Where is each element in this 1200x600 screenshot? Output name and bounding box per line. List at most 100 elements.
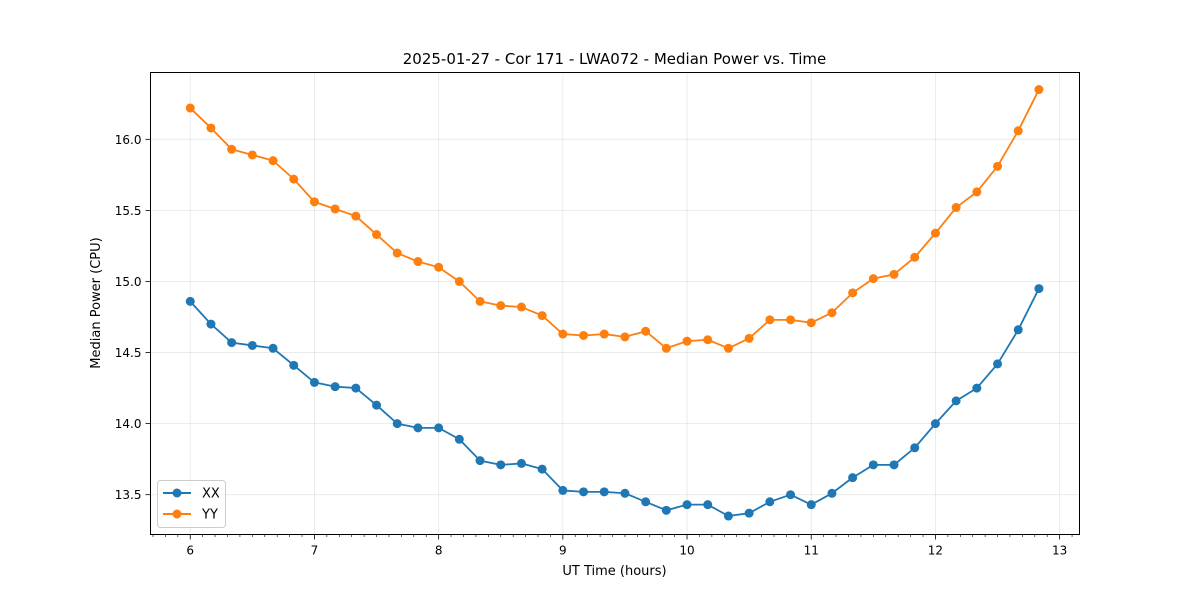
data-point-yy [227, 144, 237, 154]
x-tick-label: 6 [186, 544, 194, 558]
y-tick-label: 14.0 [115, 417, 142, 431]
data-point-xx [703, 500, 713, 510]
data-point-xx [786, 490, 796, 500]
data-point-xx [910, 443, 920, 453]
data-point-xx [848, 473, 858, 483]
data-point-xx [413, 423, 423, 433]
x-tick-label: 11 [804, 544, 819, 558]
data-point-xx [372, 400, 382, 410]
x-tick-label: 7 [311, 544, 319, 558]
axes: 6 7 8 9 10 11 12 13 13.5 14.0 14.5 15.0 15.5 16.0 [115, 133, 1073, 558]
data-point-yy [309, 197, 319, 207]
chart-title: 2025-01-27 - Cor 171 - LWA072 - Median P… [403, 50, 827, 68]
y-axis-label: Median Power (CPU) [89, 237, 104, 368]
data-point-yy [972, 187, 982, 197]
data-point-yy [889, 269, 899, 279]
data-point-xx [392, 419, 402, 429]
data-point-yy [661, 343, 671, 353]
data-point-xx [475, 456, 485, 466]
data-point-yy [827, 308, 837, 318]
data-point-yy [1013, 126, 1023, 136]
data-point-yy [247, 150, 257, 160]
data-point-yy [682, 336, 692, 346]
data-point-yy [289, 174, 299, 184]
x-tick-label: 10 [679, 544, 694, 558]
data-point-yy [641, 326, 651, 336]
data-point-yy [806, 318, 816, 328]
data-point-xx [806, 500, 816, 510]
grid [150, 72, 1080, 535]
data-point-xx [206, 319, 216, 329]
data-point-yy [786, 315, 796, 325]
data-point-xx [599, 487, 609, 497]
x-tick-label: 8 [435, 544, 443, 558]
data-point-xx [765, 497, 775, 507]
data-point-xx [661, 505, 671, 515]
data-point-xx [309, 377, 319, 387]
legend-marker-xx [172, 488, 182, 498]
legend-label-yy: YY [201, 508, 218, 523]
data-point-yy [620, 332, 630, 342]
data-point-xx [930, 419, 940, 429]
data-point-yy [516, 302, 526, 312]
x-tick-label: 12 [928, 544, 943, 558]
data-point-yy [537, 311, 547, 321]
data-point-yy [392, 248, 402, 258]
data-point-xx [993, 359, 1003, 369]
data-point-xx [537, 464, 547, 474]
legend-marker-yy [172, 509, 182, 519]
data-point-xx [868, 460, 878, 470]
series-layer [185, 85, 1044, 521]
data-point-xx [516, 458, 526, 468]
data-point-yy [579, 330, 589, 340]
data-point-yy [868, 274, 878, 284]
data-point-xx [827, 488, 837, 498]
data-point-yy [723, 343, 733, 353]
data-point-xx [723, 511, 733, 521]
data-point-yy [206, 123, 216, 133]
data-point-yy [434, 262, 444, 272]
data-point-yy [703, 335, 713, 345]
data-point-yy [454, 276, 464, 286]
data-point-yy [496, 301, 506, 311]
data-point-xx [1034, 284, 1044, 294]
x-tick-label: 13 [1052, 544, 1067, 558]
legend-label-xx: XX [202, 487, 220, 502]
x-tick-label: 9 [559, 544, 567, 558]
data-point-xx [434, 423, 444, 433]
data-point-xx [289, 360, 299, 370]
data-point-yy [910, 252, 920, 262]
data-point-yy [599, 329, 609, 339]
data-point-yy [475, 296, 485, 306]
data-point-xx [454, 434, 464, 444]
data-point-xx [744, 508, 754, 518]
y-tick-label: 13.5 [115, 488, 142, 502]
data-point-xx [951, 396, 961, 406]
data-point-yy [558, 329, 568, 339]
data-point-xx [972, 383, 982, 393]
data-point-yy [413, 257, 423, 267]
data-point-yy [185, 103, 195, 113]
data-point-xx [620, 488, 630, 498]
data-point-yy [744, 333, 754, 343]
data-point-xx [558, 485, 568, 495]
data-point-yy [930, 228, 940, 238]
plot-frame [150, 72, 1080, 535]
data-point-xx [579, 487, 589, 497]
data-point-yy [372, 230, 382, 240]
data-point-xx [1013, 325, 1023, 335]
data-point-yy [765, 315, 775, 325]
data-point-xx [247, 340, 257, 350]
data-point-yy [951, 203, 961, 213]
data-point-xx [641, 497, 651, 507]
x-axis-label: UT Time (hours) [562, 564, 666, 579]
data-point-yy [1034, 85, 1044, 95]
data-point-xx [351, 383, 361, 393]
data-point-xx [227, 338, 237, 348]
data-point-yy [993, 161, 1003, 171]
data-point-yy [268, 156, 278, 166]
data-point-xx [185, 296, 195, 306]
y-tick-label: 16.0 [115, 133, 142, 147]
y-tick-label: 15.0 [115, 275, 142, 289]
data-point-yy [848, 288, 858, 298]
